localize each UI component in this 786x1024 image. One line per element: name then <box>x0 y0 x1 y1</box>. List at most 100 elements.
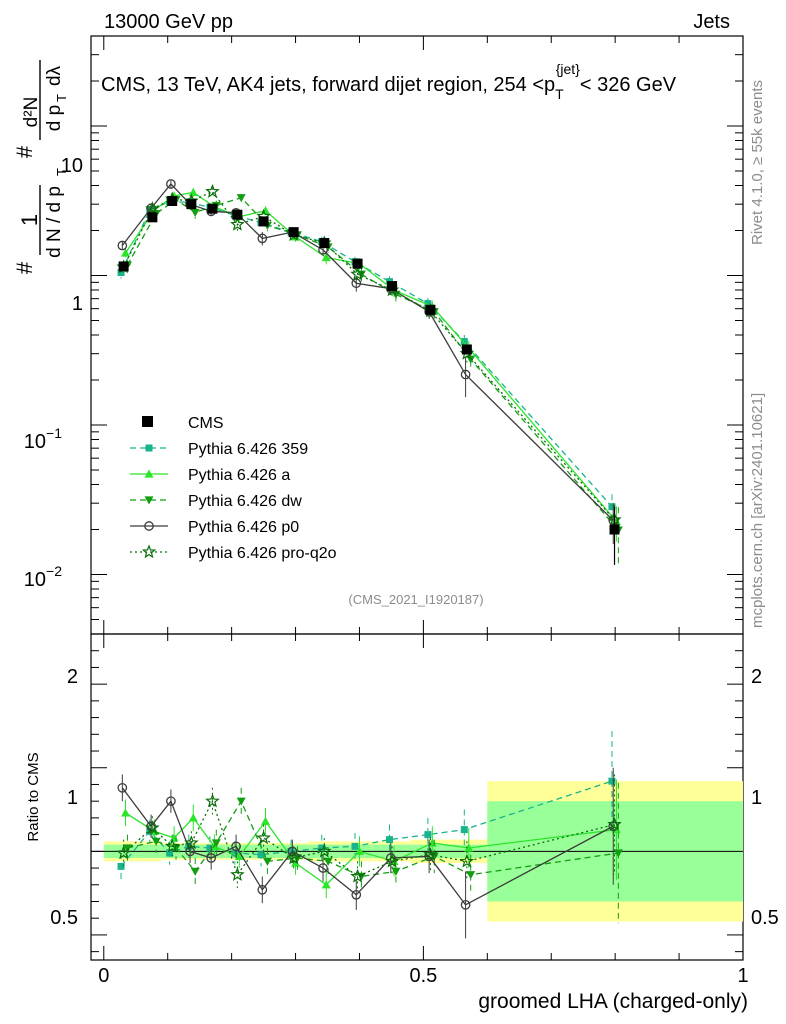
legend-swatch <box>142 416 153 427</box>
ratio-data-point <box>608 777 616 785</box>
ratio-data-point <box>185 846 195 857</box>
ratio-tick-label-0.5-right: 0.5 <box>751 907 779 929</box>
series-pythia-6.426-p0 <box>117 179 619 544</box>
ratio-data-point <box>384 853 400 868</box>
y-tick-base: 10 <box>24 431 46 453</box>
ratio-tick-label-2-right: 2 <box>751 666 762 688</box>
ylabel-dp: d p <box>44 105 65 131</box>
ratio-tick-label-0.5-left: 0.5 <box>50 907 78 929</box>
legend-entry: Pythia 6.426 359 <box>130 441 308 458</box>
data-point <box>257 233 268 244</box>
ratio-series-pythia-6.426-pro-q2o <box>116 774 622 892</box>
y-axis-label: # 1 d N / d p T # d²N d p T dλ <box>12 60 69 274</box>
data-point <box>350 266 365 281</box>
data-point <box>121 248 131 257</box>
ratio-data-point <box>117 782 128 793</box>
ratio-data-point <box>464 843 474 852</box>
ratio-data-point <box>466 871 476 880</box>
x-tick-label-1: 1 <box>737 965 748 987</box>
legend-entry: Pythia 6.426 pro-q2o <box>130 544 337 562</box>
data-point <box>460 338 468 346</box>
data-point <box>351 278 362 289</box>
ratio-data-point <box>117 862 125 870</box>
series-cms-data <box>118 196 620 565</box>
data-point <box>236 194 246 203</box>
ratio-data-point <box>231 841 241 852</box>
ratio-data-point <box>205 793 220 808</box>
series-pythia-6.426-dw <box>122 193 623 567</box>
legend-swatch-marker <box>145 444 153 452</box>
legend-swatch-marker <box>141 544 157 559</box>
ratio-data-point <box>351 889 362 900</box>
ratio-data-point <box>206 844 214 852</box>
cms-data-point <box>207 203 218 214</box>
ratio-data-point <box>166 796 176 807</box>
cms-data-point <box>609 524 620 535</box>
ratio-data-point <box>257 851 265 859</box>
ratio-data-point <box>262 857 272 866</box>
ratio-data-point <box>166 849 174 857</box>
mcplots-source-label: mcplots.cern.ch [arXiv:2401.10621] <box>749 393 766 628</box>
ratio-data-point <box>122 844 132 853</box>
ratio-data-point <box>291 858 301 867</box>
legend-label: Pythia 6.426 dw <box>188 493 302 510</box>
ratio-series-pythia-6.426-359 <box>117 730 616 880</box>
ylabel-hash: # <box>12 261 37 274</box>
ratio-series-layer <box>116 730 623 939</box>
ratio-data-point <box>116 845 131 860</box>
ratio-series-line <box>125 812 617 886</box>
legend-entry: Pythia 6.426 dw <box>130 493 302 510</box>
ratio-data-point <box>257 884 268 895</box>
data-point <box>205 183 220 198</box>
jets-label: Jets <box>693 11 730 33</box>
ratio-data-point <box>184 835 199 850</box>
data-point <box>145 201 160 216</box>
energy-label: 13000 GeV pp <box>104 11 233 33</box>
ratio-data-point <box>211 839 221 848</box>
cms-data-point <box>258 216 269 227</box>
cms-data-point <box>352 258 363 269</box>
ylabel-sub-T-1: T <box>54 168 69 176</box>
ratio-uncertainty-bands <box>91 781 743 922</box>
cms-data-point <box>232 209 243 220</box>
legend-swatch-marker <box>144 496 154 505</box>
main-axis-ticks <box>91 35 744 635</box>
ratio-data-point <box>607 816 622 831</box>
ratio-data-point <box>317 843 332 858</box>
ratio-data-point <box>236 797 246 806</box>
ratio-data-point <box>318 844 326 852</box>
legend-entry: Pythia 6.426 p0 <box>130 519 299 536</box>
data-point <box>190 208 200 217</box>
ratio-data-point <box>613 849 623 858</box>
ratio-data-point <box>460 899 471 910</box>
legend-label: Pythia 6.426 p0 <box>188 519 299 536</box>
cms-data-point <box>147 212 158 223</box>
ylabel-denominator: d N / d p <box>44 186 65 258</box>
ratio-data-point <box>145 820 160 835</box>
title-main: CMS, 13 TeV, AK4 jets, forward dijet reg… <box>101 74 555 96</box>
ratio-data-point <box>151 837 161 846</box>
title-tail: < 326 GeV <box>580 74 677 96</box>
ratio-tick-label-2-left: 2 <box>67 666 78 688</box>
ratio-data-point <box>230 867 245 881</box>
data-point <box>608 503 616 511</box>
cms-data-point <box>387 281 398 292</box>
data-point <box>424 300 432 308</box>
legend-entry: Pythia 6.426 a <box>130 467 290 484</box>
cms-data-point <box>425 304 436 315</box>
ratio-data-point <box>234 851 244 860</box>
plot-title: CMS, 13 TeV, AK4 jets, forward dijet reg… <box>101 61 677 102</box>
y-tick-label-1: 1 <box>72 293 83 315</box>
ratio-data-point <box>231 849 239 857</box>
data-point <box>321 252 331 262</box>
rivet-version-label: Rivet 4.1.0, ≥ 55k events <box>749 80 766 245</box>
ratio-data-point <box>321 880 331 889</box>
legend-label: Pythia 6.426 pro-q2o <box>188 545 337 562</box>
ratio-data-point <box>423 847 438 861</box>
ratio-data-point <box>318 863 328 873</box>
ratio-data-point <box>323 857 333 866</box>
ratio-data-point <box>287 847 295 855</box>
y-tick-label-10: 10 <box>61 155 83 177</box>
ylabel-one: 1 <box>17 214 42 226</box>
ratio-data-point <box>460 826 468 834</box>
